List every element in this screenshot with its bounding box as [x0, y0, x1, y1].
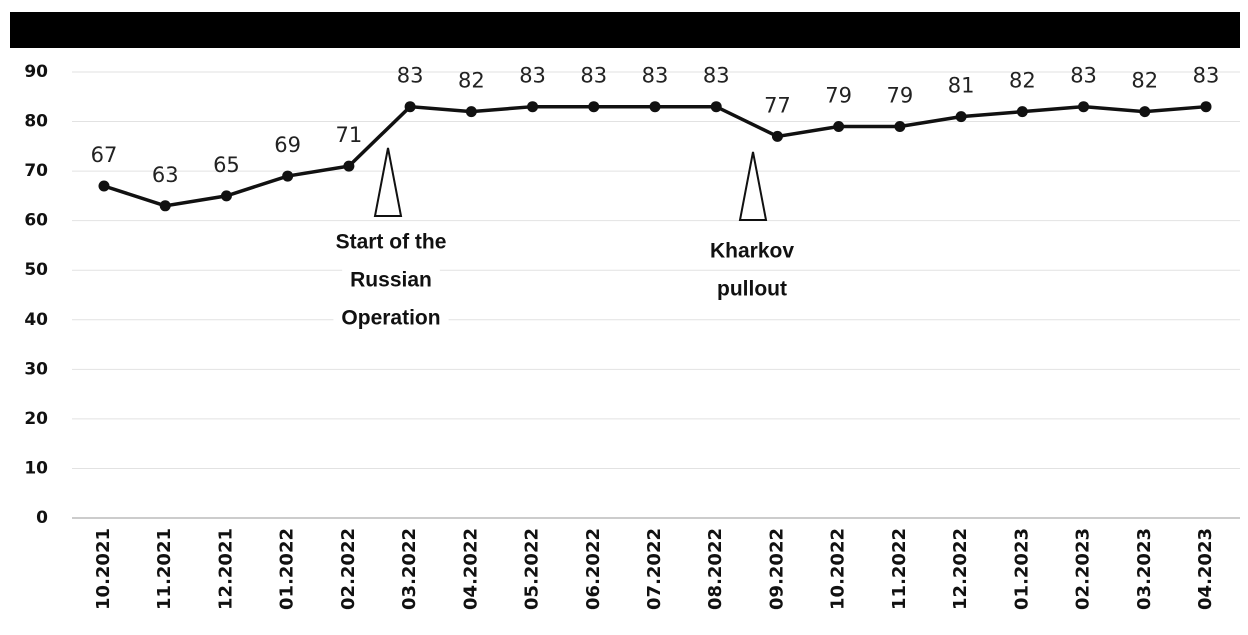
x-tick-label: 12.2022 — [950, 528, 971, 610]
y-tick-label: 50 — [24, 260, 48, 280]
point — [955, 111, 967, 123]
x-tick-label: 02.2022 — [338, 528, 359, 610]
x-tick-label: 02.2023 — [1073, 528, 1094, 610]
point — [159, 200, 171, 212]
data-label: 83 — [1070, 64, 1097, 88]
data-label: 83 — [519, 64, 546, 88]
x-tick-label: 09.2022 — [766, 528, 787, 610]
data-label: 63 — [152, 163, 179, 187]
point — [98, 180, 110, 192]
point — [282, 170, 294, 182]
x-tick-label: 10.2021 — [93, 528, 114, 610]
point — [527, 101, 539, 113]
point — [1200, 101, 1212, 113]
x-tick-label: 04.2022 — [460, 528, 481, 610]
point — [710, 101, 722, 113]
x-tick-label: 01.2023 — [1011, 528, 1032, 610]
annotation-bg — [333, 304, 449, 332]
point — [1016, 106, 1028, 118]
y-tick-label: 10 — [24, 458, 48, 478]
annotation-bg — [342, 266, 440, 294]
data-label: 83 — [642, 64, 669, 88]
header-bar — [10, 12, 1240, 48]
x-tick-label: 03.2022 — [399, 528, 420, 610]
y-tick-label: 20 — [24, 409, 48, 429]
point — [649, 101, 661, 113]
point — [771, 130, 783, 142]
point — [833, 121, 845, 133]
x-tick-label: 06.2022 — [583, 528, 604, 610]
point — [404, 101, 416, 113]
annotation-text: Operation — [341, 307, 440, 330]
x-tick-label: 03.2023 — [1134, 528, 1155, 610]
x-tick-label: 05.2022 — [522, 528, 543, 610]
annotation-text: Russian — [350, 269, 432, 292]
x-tick-label: 07.2022 — [644, 528, 665, 610]
x-tick-label: 10.2022 — [828, 528, 849, 610]
data-label: 65 — [213, 153, 240, 177]
data-label: 82 — [1009, 69, 1036, 93]
annotation-bg — [701, 237, 803, 265]
point — [894, 121, 906, 133]
point — [220, 190, 232, 202]
y-tick-label: 40 — [24, 310, 48, 330]
point — [588, 101, 600, 113]
annotation-text: Kharkov — [710, 240, 794, 263]
data-label: 82 — [1131, 69, 1158, 93]
data-label: 82 — [458, 69, 485, 93]
data-label: 67 — [91, 143, 118, 167]
y-tick-label: 30 — [24, 359, 48, 379]
annotation-arrow — [373, 147, 403, 217]
y-tick-label: 70 — [24, 161, 48, 181]
point — [1139, 106, 1151, 118]
x-tick-label: 01.2022 — [277, 528, 298, 610]
data-label: 71 — [336, 123, 363, 147]
annotation-arrow — [738, 151, 768, 221]
annotation-text: pullout — [717, 278, 787, 301]
data-label: 69 — [274, 133, 301, 157]
x-tick-label: 08.2022 — [705, 528, 726, 610]
data-label: 79 — [825, 84, 852, 108]
annotation-text: Start of the — [336, 231, 447, 254]
y-tick-label: 0 — [36, 508, 48, 528]
annotation-bg — [327, 228, 455, 256]
y-tick-label: 60 — [24, 211, 48, 231]
y-tick-label: 80 — [24, 112, 48, 132]
x-tick-label: 11.2021 — [154, 528, 175, 610]
data-label: 81 — [948, 74, 975, 98]
point — [465, 106, 477, 118]
data-label: 83 — [397, 64, 424, 88]
data-label: 83 — [703, 64, 730, 88]
x-tick-label: 11.2022 — [889, 528, 910, 610]
x-tick-label: 12.2021 — [215, 528, 236, 610]
data-label: 83 — [1193, 64, 1220, 88]
annotation-bg — [709, 275, 795, 303]
data-label: 77 — [764, 93, 791, 117]
y-tick-label: 90 — [24, 62, 48, 82]
point — [343, 160, 355, 172]
data-label: 83 — [580, 64, 607, 88]
x-tick-label: 04.2023 — [1195, 528, 1216, 610]
point — [1078, 101, 1090, 113]
data-label: 79 — [887, 84, 914, 108]
